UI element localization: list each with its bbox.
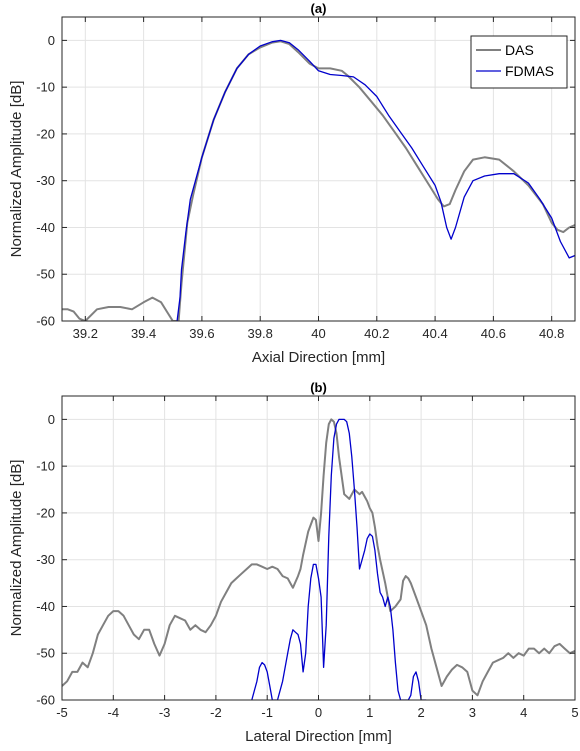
- y-tick-label: -60: [36, 693, 55, 708]
- y-axis-label: Normalized Amplitude [dB]: [8, 460, 25, 637]
- series-line-fdmas: [176, 39, 575, 321]
- legend-label-fdmas: FDMAS: [505, 63, 554, 79]
- y-tick-label: -30: [36, 552, 55, 567]
- x-tick-label: 4: [520, 705, 527, 720]
- y-tick-label: -20: [36, 126, 55, 141]
- chart-title: (b): [310, 380, 327, 395]
- x-tick-label: 5: [571, 705, 578, 720]
- legend-label-das: DAS: [505, 42, 534, 58]
- x-tick-label: 39.6: [189, 326, 214, 341]
- y-tick-label: -50: [36, 646, 55, 661]
- legend-box: [470, 35, 568, 89]
- x-tick-label: 39.8: [248, 326, 273, 341]
- y-tick-label: -60: [36, 314, 55, 329]
- x-axis-label: Axial Direction [mm]: [252, 349, 385, 366]
- chart-panel-b: (b) Lateral Direction [mm] Normalized Am…: [8, 380, 579, 745]
- x-tick-label: 39.4: [131, 326, 156, 341]
- x-tick-label: 39.2: [73, 326, 98, 341]
- y-tick-label: -20: [36, 505, 55, 520]
- y-tick-label: 0: [48, 33, 55, 48]
- x-tick-label: 2: [417, 705, 424, 720]
- y-tick-label: -40: [36, 599, 55, 614]
- series-line-blue: [251, 418, 427, 700]
- y-tick-label: -10: [36, 459, 55, 474]
- series-line-das: [62, 40, 575, 321]
- x-tick-label: 3: [469, 705, 476, 720]
- chart-panel-a: (a) Axial Direction [mm] Normalized Ampl…: [8, 1, 576, 366]
- legend: DAS FDMAS: [470, 35, 568, 89]
- y-tick-label: 0: [48, 412, 55, 427]
- series-line-gray: [62, 418, 575, 697]
- y-axis-label: Normalized Amplitude [dB]: [8, 81, 25, 258]
- x-tick-label: 0: [315, 705, 322, 720]
- x-tick-label: -3: [159, 705, 171, 720]
- x-tick-label: 1: [366, 705, 373, 720]
- x-tick-label: 40.8: [539, 326, 564, 341]
- x-tick-label: -5: [56, 705, 68, 720]
- x-tick-label: 40.2: [364, 326, 389, 341]
- y-tick-label: -30: [36, 173, 55, 188]
- x-tick-label: -4: [108, 705, 120, 720]
- x-tick-label: 40.6: [481, 326, 506, 341]
- chart-title: (a): [311, 1, 327, 16]
- x-axis-label: Lateral Direction [mm]: [245, 728, 392, 745]
- x-tick-label: 40: [311, 326, 325, 341]
- y-tick-label: -40: [36, 220, 55, 235]
- x-tick-label: -2: [210, 705, 222, 720]
- x-tick-label: 40.4: [422, 326, 447, 341]
- y-tick-label: -10: [36, 80, 55, 95]
- x-tick-label: -1: [261, 705, 273, 720]
- y-tick-label: -50: [36, 267, 55, 282]
